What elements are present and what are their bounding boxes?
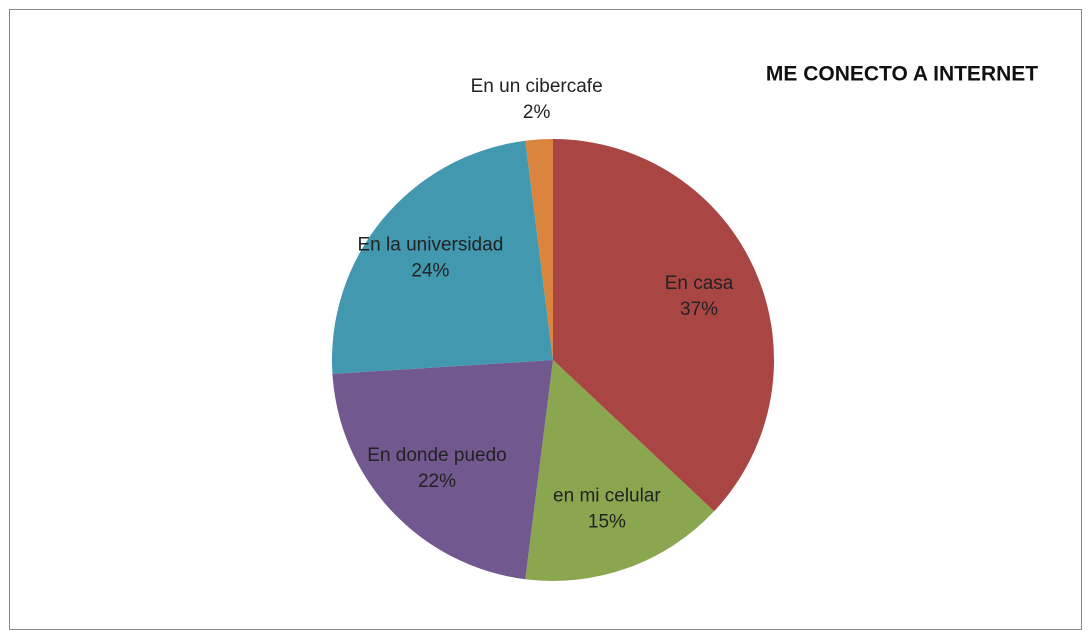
slice-label: En un cibercafe [471,76,603,97]
slice-value-label: 2% [523,102,551,123]
slice-value-label: 15% [588,512,626,533]
slice-label: En casa [665,273,734,294]
pie-slice [525,360,715,581]
pie-slice [553,139,775,512]
chart-title: ME CONECTO A INTERNET [766,63,1038,86]
slice-label: En la universidad [358,235,504,256]
slice-value-label: 37% [680,299,718,320]
pie-slice [525,139,553,360]
slice-label: En donde puedo [367,445,506,466]
slice-value-label: 22% [418,471,456,492]
pie-slice [332,360,553,580]
pie-slice [332,140,553,374]
slice-label: en mi celular [553,486,661,507]
slice-value-label: 24% [411,261,449,282]
